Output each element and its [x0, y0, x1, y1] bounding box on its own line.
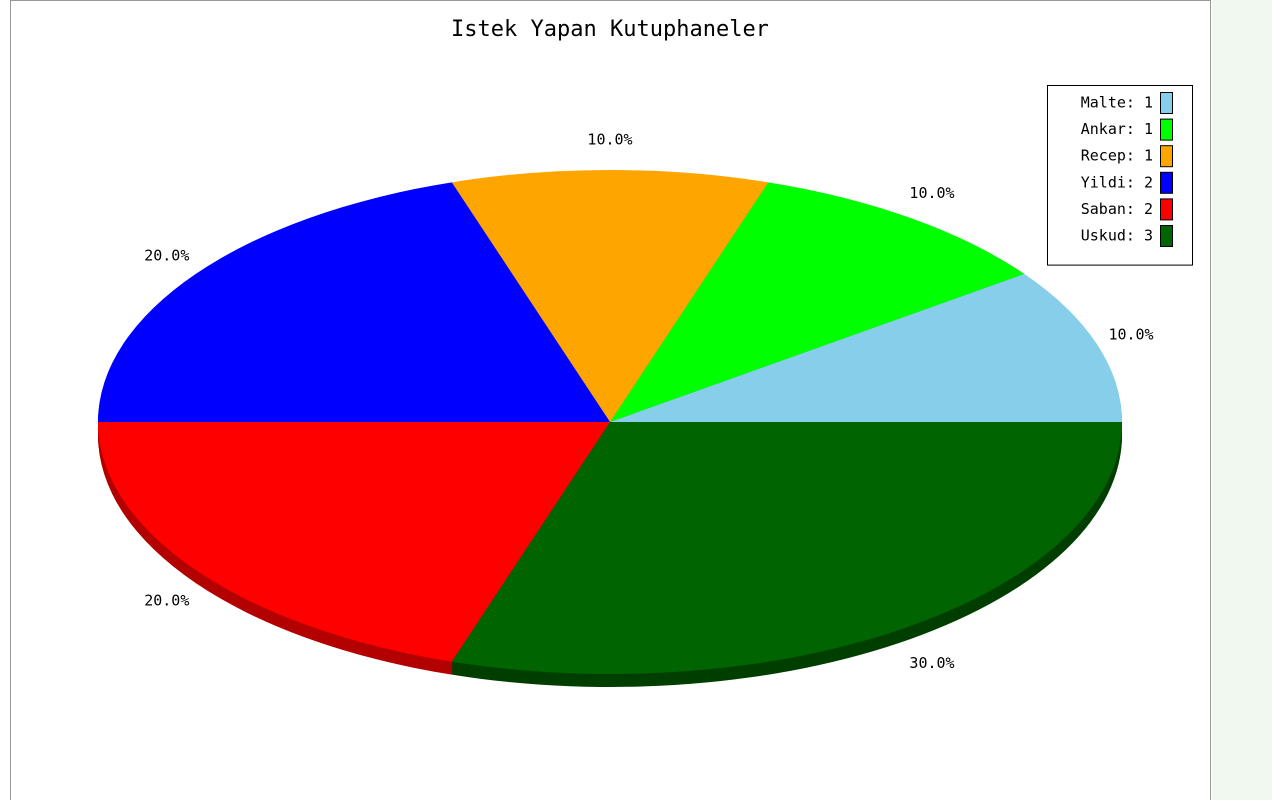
slice-label: 20.0%	[144, 247, 189, 265]
legend-swatch	[1160, 92, 1173, 114]
slice-label: 10.0%	[587, 130, 632, 148]
slice	[98, 182, 610, 422]
legend-swatch	[1160, 118, 1173, 141]
legend: Malte: 1 Ankar: 1 Recep: 1 Yildi: 2 Saban: 2…	[1047, 85, 1193, 266]
slice-label: 10.0%	[909, 184, 954, 202]
slice	[98, 422, 610, 662]
legend-swatch	[1160, 171, 1173, 194]
slice-label: 30.0%	[909, 654, 954, 672]
pie-labels: 10.0% 10.0% 10.0% 20.0% 20.0% 30.0%	[144, 130, 1153, 672]
legend-swatch	[1160, 145, 1173, 168]
legend-swatch	[1160, 198, 1173, 221]
chart-title: Istek Yapan Kutuphaneler	[451, 17, 769, 42]
legend-label: Yildi: 2	[1081, 173, 1153, 191]
legend-label: Recep: 1	[1081, 147, 1153, 165]
slice	[610, 273, 1122, 422]
legend-label: Saban: 2	[1081, 200, 1153, 218]
slice-label: 10.0%	[1108, 325, 1153, 343]
legend-swatch	[1160, 225, 1173, 247]
side-panel	[1212, 0, 1272, 800]
legend-label: Ankar: 1	[1081, 120, 1153, 138]
slice	[451, 422, 1122, 675]
slice	[610, 182, 1025, 422]
legend-label: Malte: 1	[1081, 94, 1153, 112]
slice-label: 20.0%	[144, 591, 189, 609]
pie	[98, 170, 1122, 675]
slice	[451, 170, 769, 422]
legend-label: Uskud: 3	[1081, 227, 1153, 245]
